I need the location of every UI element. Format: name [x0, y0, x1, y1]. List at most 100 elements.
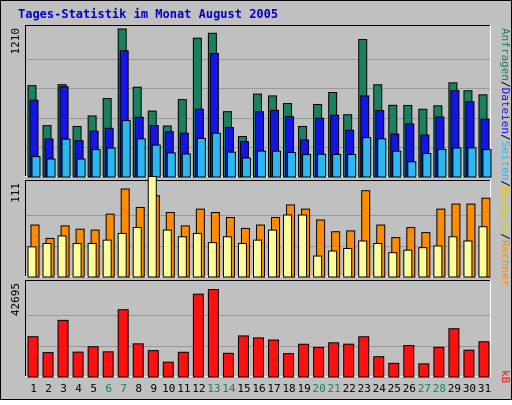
seiten-bar: [31, 156, 41, 178]
seiten-bar: [302, 154, 312, 178]
kb-bar: [373, 356, 385, 378]
kb-bar: [298, 343, 310, 378]
legend-entry: Besuche: [499, 187, 512, 233]
kb-bar: [222, 352, 234, 378]
kb-bar: [283, 353, 295, 378]
besuche-bar: [358, 240, 368, 278]
day-label: 19: [297, 382, 310, 395]
legend-entry: /: [499, 81, 512, 88]
besuche-bar: [448, 236, 458, 278]
day-label: 14: [222, 382, 236, 395]
requests-panel: 1210: [9, 25, 492, 178]
seiten-bar: [256, 150, 266, 178]
seiten-bar: [166, 152, 176, 178]
kb-bar: [177, 351, 189, 378]
besuche-bar: [237, 242, 247, 278]
kb-bar: [237, 335, 249, 378]
besuche-bar: [147, 175, 157, 278]
kb-bar: [403, 345, 415, 378]
seiten-bar: [272, 150, 282, 178]
besuche-bar: [207, 242, 217, 278]
chart-title: Tages-Statistik im Monat August 2005: [18, 7, 278, 21]
seiten-bar: [362, 137, 372, 178]
day-label: 18: [282, 382, 295, 395]
day-label: 24: [373, 382, 387, 395]
day-label: 27: [418, 382, 431, 395]
besuche-bar: [72, 242, 82, 278]
seiten-bar: [106, 147, 116, 178]
day-label: 15: [237, 382, 250, 395]
day-label: 20: [313, 382, 326, 395]
kb-bar: [57, 319, 69, 378]
visits-panel: 111: [9, 175, 491, 278]
besuche-bar: [132, 227, 142, 278]
day-label: 26: [403, 382, 416, 395]
legend-entry: /: [499, 134, 512, 141]
besuche-bar: [298, 214, 308, 278]
day-labels: 1 2 3 4 5 6 7 8 9 10 11 12 13 14 15 16 17 18 19 20 21 22 23 24 2…: [30, 382, 491, 395]
kb-bar: [328, 342, 340, 378]
besuche-bar: [42, 242, 52, 278]
seiten-bar: [46, 158, 56, 178]
kb-bar: [418, 363, 430, 378]
day-label: 1: [30, 382, 37, 395]
seiten-bar: [422, 153, 432, 178]
day-label: 7: [120, 382, 127, 395]
day-label: 28: [433, 382, 446, 395]
seiten-bar: [151, 144, 161, 178]
day-label: 17: [267, 382, 280, 395]
seiten-bar: [226, 151, 236, 178]
day-label: 31: [478, 382, 491, 395]
kb-bar: [162, 361, 174, 378]
kb-bar: [448, 328, 460, 378]
requests-ymax-label: 1210: [9, 28, 22, 55]
seiten-bar: [287, 152, 297, 178]
besuche-bar: [373, 242, 383, 278]
kb-panel: 42695: [9, 280, 491, 378]
seiten-bar: [392, 150, 402, 178]
besuche-bar: [57, 235, 67, 278]
day-label: 21: [328, 382, 341, 395]
seiten-bar: [407, 161, 417, 178]
besuche-bar: [268, 229, 278, 278]
seiten-bar: [196, 137, 206, 178]
seiten-bar: [91, 149, 101, 178]
day-label: 5: [90, 382, 97, 395]
panels: 1210 111 42695: [9, 25, 492, 378]
besuche-bar: [343, 248, 353, 278]
day-label: 22: [343, 382, 356, 395]
day-label: 9: [150, 382, 157, 395]
kb-bar: [358, 336, 370, 378]
besuche-bar: [87, 242, 97, 278]
besuche-bar: [117, 232, 127, 278]
besuche-bar: [313, 255, 323, 278]
day-label: 4: [75, 382, 82, 395]
besuche-bar: [478, 226, 488, 278]
kb-bar: [132, 343, 144, 378]
besuche-bar: [222, 236, 232, 278]
seiten-bar: [76, 158, 86, 178]
besuche-bar: [192, 232, 202, 278]
besuche-bar: [433, 245, 443, 278]
seiten-bar: [467, 147, 477, 178]
kb-bar: [252, 337, 264, 378]
legend-entry: Seiten: [499, 141, 512, 181]
kb-bar: [27, 336, 39, 378]
kb-bar: [268, 339, 280, 378]
seiten-bar: [437, 148, 447, 178]
kb-bar: [102, 351, 114, 378]
kb-bar: [313, 346, 325, 378]
seiten-bar: [241, 157, 251, 178]
seiten-bar: [347, 153, 357, 178]
besuche-bar: [403, 249, 413, 278]
day-label: 16: [252, 382, 265, 395]
day-label: 8: [135, 382, 142, 395]
day-label: 25: [388, 382, 401, 395]
seiten-bar: [332, 153, 342, 178]
legend-entry: Dateien: [499, 88, 512, 134]
legend-entry: Anfragen: [499, 28, 512, 81]
kb-bar: [207, 289, 219, 378]
besuche-bar: [463, 240, 473, 278]
seiten-bar: [482, 149, 492, 178]
